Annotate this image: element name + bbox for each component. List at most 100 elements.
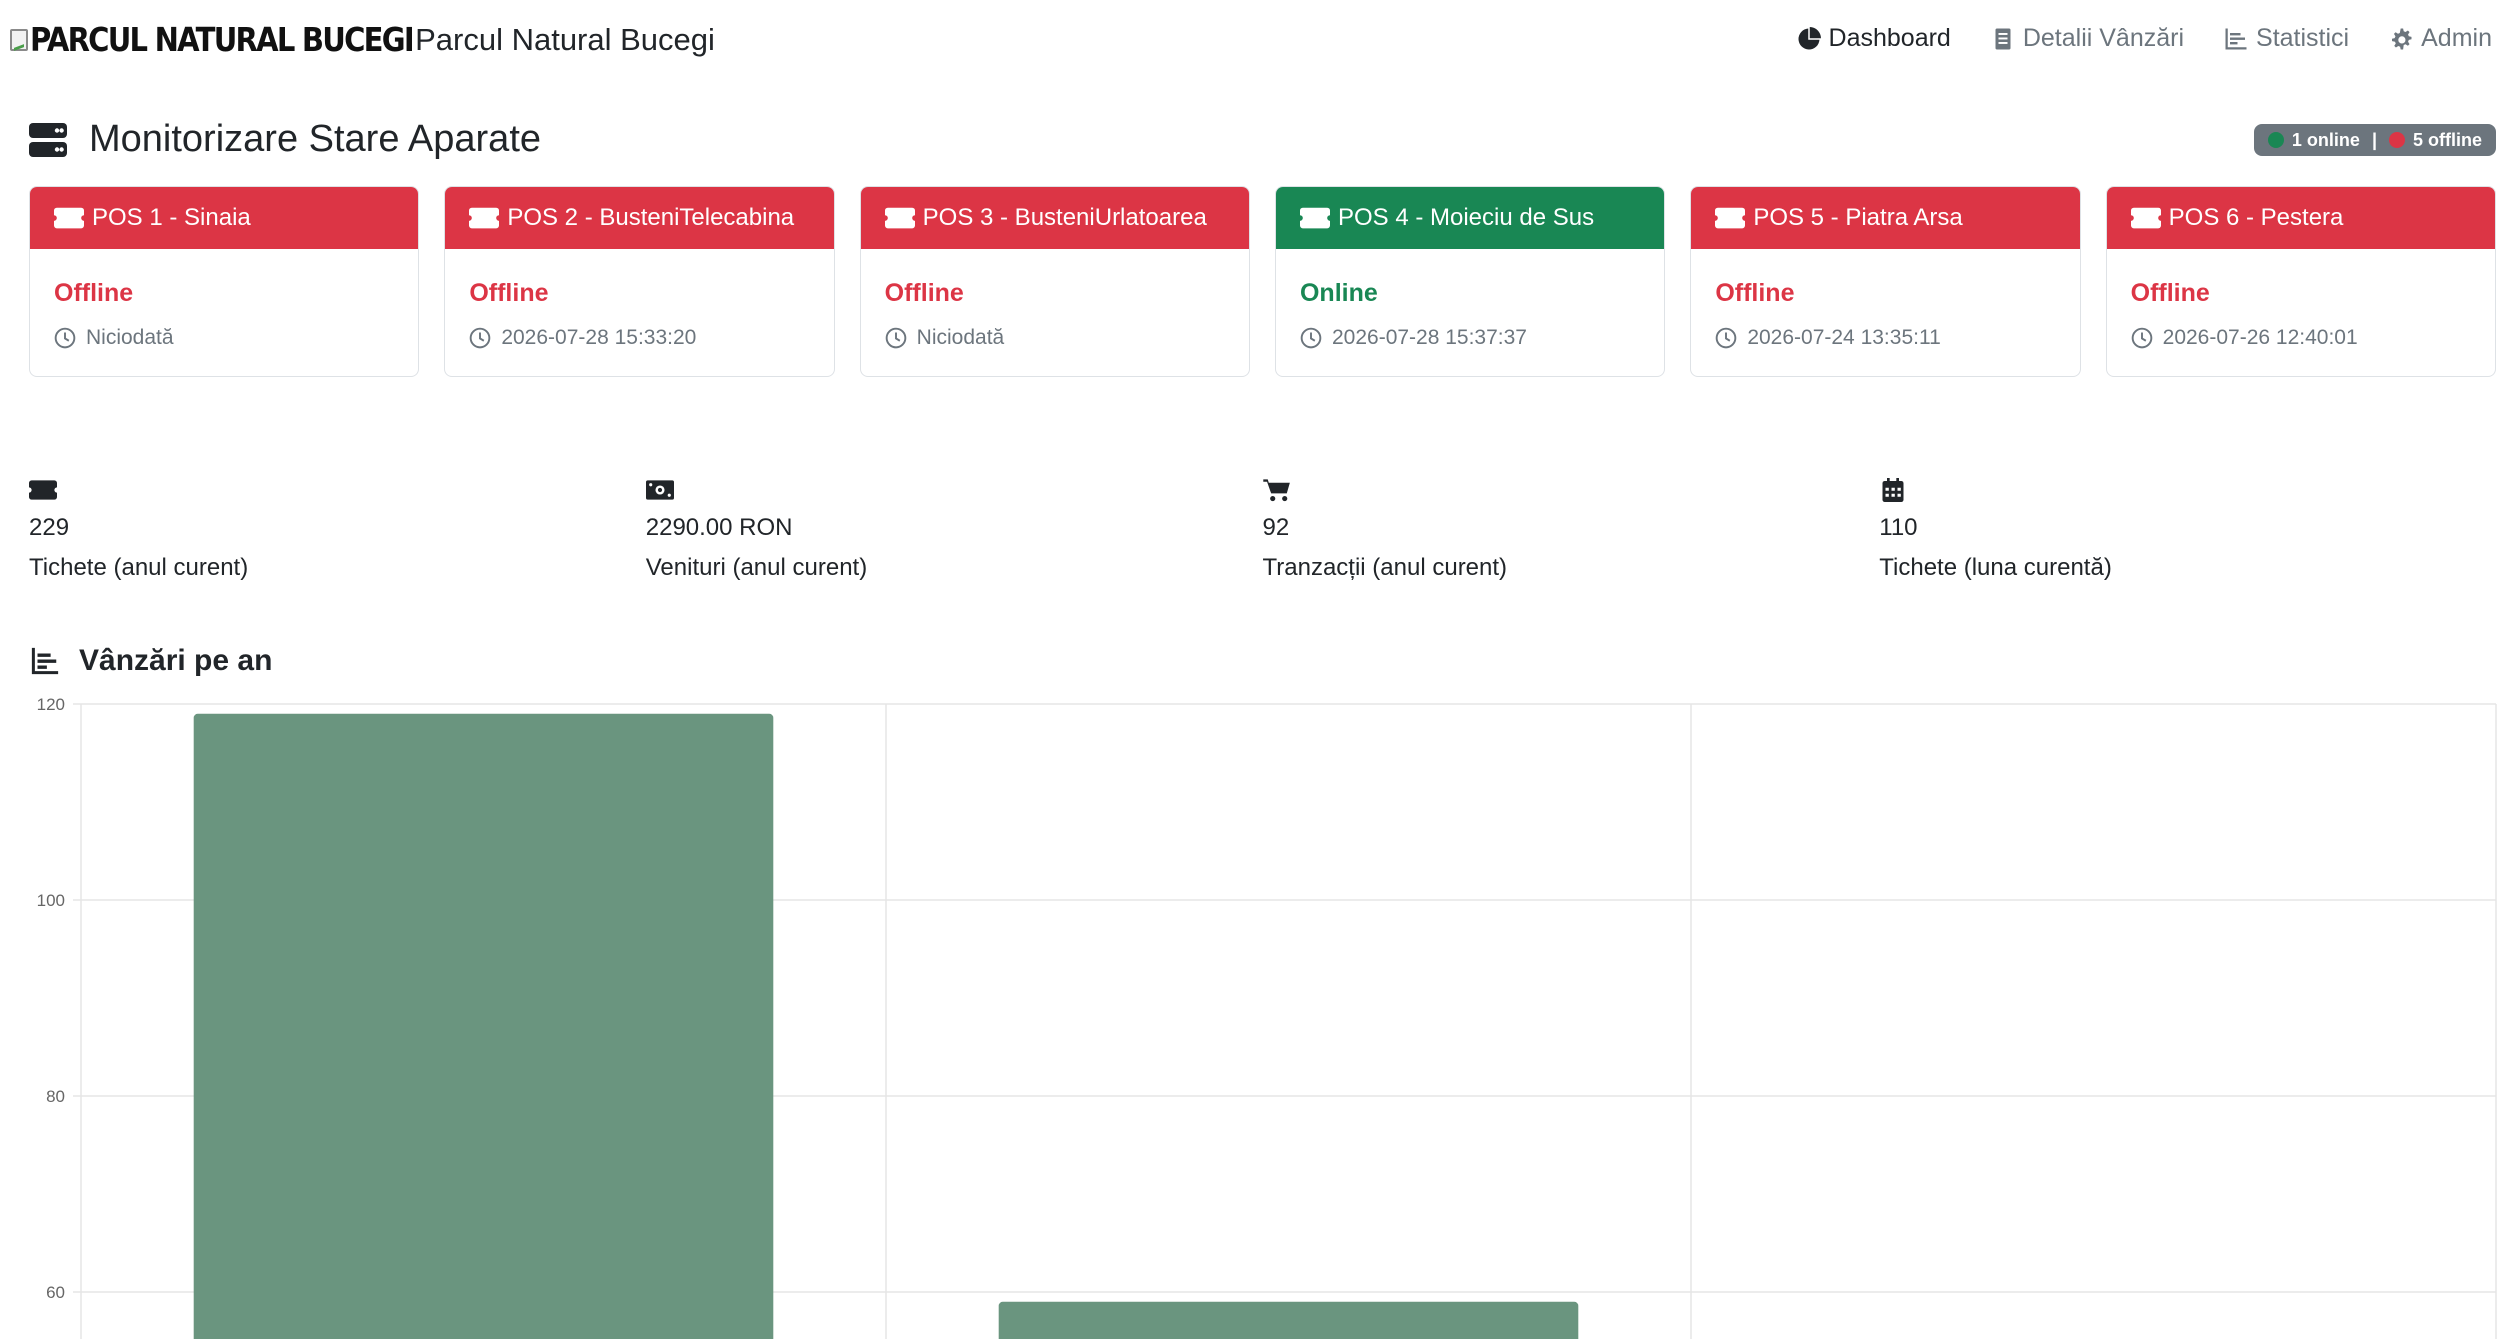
money-icon bbox=[645, 480, 674, 500]
gear-icon bbox=[2392, 28, 2412, 49]
nav-admin[interactable]: Admin bbox=[2389, 24, 2492, 53]
nav-statistici-label: Statistici bbox=[2256, 24, 2350, 52]
bar-chart-icon bbox=[2225, 28, 2247, 49]
pos-name: POS 6 - Pestera bbox=[2168, 204, 2344, 231]
chart-bar bbox=[193, 713, 774, 1339]
nav-admin-label: Admin bbox=[2421, 24, 2492, 52]
online-dot-icon bbox=[2267, 132, 2284, 148]
stat-revenue-year: 2290.00 RON Venituri (anul curent) bbox=[645, 478, 1263, 582]
ticket-icon bbox=[469, 207, 500, 229]
stat-value: 92 bbox=[1262, 514, 1290, 541]
pos-status: Offline bbox=[1715, 279, 1795, 307]
pos-card-header: POS 2 - BusteniTelecabina bbox=[445, 187, 834, 249]
pos-status: Offline bbox=[469, 279, 549, 307]
clock-icon bbox=[54, 327, 76, 349]
stats-row: 229 Tichete (anul curent) 2290.00 RON Ve… bbox=[29, 478, 2496, 582]
pos-name: POS 2 - BusteniTelecabina bbox=[507, 204, 795, 231]
pos-card[interactable]: POS 5 - Piatra Arsa Offline 2026-07-24 1… bbox=[1690, 186, 2081, 377]
ticket-icon bbox=[884, 207, 915, 229]
pos-last-seen: 2026-07-24 13:35:11 bbox=[1715, 326, 2079, 350]
clock-icon bbox=[1300, 327, 1322, 349]
receipt-icon bbox=[1995, 28, 2011, 49]
clock-icon bbox=[2131, 327, 2152, 349]
monitor-header: Monitorizare Stare Aparate bbox=[29, 118, 541, 161]
nav-detalii-vanzari-label: Detalii Vânzări bbox=[2022, 24, 2185, 52]
bar-chart-icon bbox=[31, 647, 59, 675]
pos-name: POS 3 - BusteniUrlatoarea bbox=[922, 204, 1207, 231]
pos-name: POS 1 - Sinaia bbox=[92, 204, 251, 231]
pos-status: Offline bbox=[884, 279, 964, 307]
brand-name[interactable]: Parcul Natural Bucegi bbox=[415, 21, 715, 57]
stat-value: 229 bbox=[29, 514, 70, 541]
pos-card[interactable]: POS 4 - Moieciu de Sus Online 2026-07-28… bbox=[1274, 186, 1666, 377]
stat-label: Tranzacții (anul curent) bbox=[1262, 554, 1508, 581]
pos-last-seen: 2026-07-28 15:37:37 bbox=[1300, 326, 1664, 350]
calendar-icon bbox=[1882, 478, 1904, 502]
pos-card-header: POS 4 - Moieciu de Sus bbox=[1275, 187, 1665, 249]
y-tick-label: 60 bbox=[46, 1283, 65, 1302]
pos-last-seen: 2026-07-28 15:33:20 bbox=[469, 326, 833, 350]
clock-icon bbox=[470, 327, 491, 349]
stat-label: Tichete (luna curentă) bbox=[1879, 554, 2112, 581]
status-summary-badge: 1 online | 5 offline bbox=[2253, 124, 2496, 156]
ticket-icon bbox=[54, 207, 84, 229]
navbar: PARCUL NATURAL BUCEGI Parcul Natural Buc… bbox=[0, 0, 2512, 84]
pos-last-seen: 2026-07-26 12:40:01 bbox=[2131, 326, 2495, 350]
stat-value: 2290.00 RON bbox=[645, 514, 793, 541]
chart-title: Vânzări pe an bbox=[79, 644, 273, 677]
pos-card[interactable]: POS 2 - BusteniTelecabina Offline 2026-0… bbox=[444, 186, 835, 377]
nav-dashboard[interactable]: Dashboard bbox=[1797, 24, 1951, 53]
nav-detalii-vanzari[interactable]: Detalii Vânzări bbox=[1991, 24, 2184, 53]
status-separator: | bbox=[2371, 129, 2377, 150]
pos-card-list: POS 1 - Sinaia Offline Niciodată POS 2 -… bbox=[29, 186, 2496, 377]
y-tick-label: 120 bbox=[37, 695, 65, 714]
brand-logo-alt-text: PARCUL NATURAL BUCEGI bbox=[30, 20, 415, 59]
offline-count: 5 offline bbox=[2412, 129, 2482, 150]
ticket-icon bbox=[1715, 207, 1746, 229]
brand-logo[interactable]: PARCUL NATURAL BUCEGI bbox=[10, 20, 465, 59]
pos-status: Offline bbox=[2130, 279, 2210, 307]
stat-label: Venituri (anul curent) bbox=[645, 554, 868, 581]
pos-card[interactable]: POS 6 - Pestera Offline 2026-07-26 12:40… bbox=[2105, 186, 2496, 377]
pos-status: Offline bbox=[54, 279, 134, 307]
pos-last-seen-text: 2026-07-24 13:35:11 bbox=[1747, 326, 1941, 349]
pos-card-header: POS 3 - BusteniUrlatoarea bbox=[860, 187, 1249, 249]
pos-last-seen-text: 2026-07-28 15:37:37 bbox=[1331, 326, 1527, 349]
pos-name: POS 4 - Moieciu de Sus bbox=[1337, 204, 1595, 231]
stat-value: 110 bbox=[1879, 514, 1918, 541]
pie-chart-icon bbox=[1798, 26, 1821, 50]
online-count: 1 online bbox=[2291, 129, 2360, 150]
pos-last-seen-text: 2026-07-28 15:33:20 bbox=[501, 326, 697, 349]
sales-per-year-chart: 60 80 100 120 bbox=[0, 690, 2512, 1339]
pos-name: POS 5 - Piatra Arsa bbox=[1753, 204, 1963, 231]
chart-bar bbox=[998, 1301, 1579, 1339]
offline-dot-icon bbox=[2388, 132, 2405, 148]
pos-last-seen-text: 2026-07-26 12:40:01 bbox=[2162, 326, 2358, 349]
pos-last-seen: Niciodată bbox=[885, 326, 1249, 350]
ticket-icon bbox=[29, 480, 57, 500]
nav-dashboard-label: Dashboard bbox=[1828, 24, 1951, 52]
pos-last-seen-text: Niciodată bbox=[86, 326, 174, 349]
pos-card[interactable]: POS 3 - BusteniUrlatoarea Offline Niciod… bbox=[859, 186, 1250, 377]
pos-last-seen-text: Niciodată bbox=[916, 326, 1005, 349]
nav-menu: Dashboard Detalii Vânzări Statistici Adm… bbox=[1797, 24, 2492, 53]
pos-card[interactable]: POS 1 - Sinaia Offline Niciodată bbox=[29, 186, 420, 377]
pos-last-seen: Niciodată bbox=[54, 326, 418, 350]
pos-card-header: POS 6 - Pestera bbox=[2106, 187, 2495, 249]
chart-header: Vânzări pe an bbox=[29, 644, 272, 678]
stat-tickets-month: 110 Tichete (luna curentă) bbox=[1879, 478, 2496, 582]
server-icon bbox=[29, 122, 67, 157]
brand[interactable]: PARCUL NATURAL BUCEGI Parcul Natural Buc… bbox=[10, 20, 715, 59]
y-tick-label: 100 bbox=[37, 891, 65, 910]
pos-status: Online bbox=[1299, 279, 1378, 307]
pos-card-header: POS 5 - Piatra Arsa bbox=[1691, 187, 2080, 249]
clock-icon bbox=[1715, 327, 1737, 349]
nav-statistici[interactable]: Statistici bbox=[2224, 24, 2349, 53]
ticket-icon bbox=[1299, 207, 1330, 229]
y-tick-label: 80 bbox=[46, 1087, 65, 1106]
monitor-title: Monitorizare Stare Aparate bbox=[89, 118, 542, 160]
stat-label: Tichete (anul curent) bbox=[29, 554, 249, 581]
stat-tickets-year: 229 Tichete (anul curent) bbox=[29, 478, 646, 582]
chart-canvas: 60 80 100 120 bbox=[37, 695, 2497, 1339]
pos-card-header: POS 1 - Sinaia bbox=[30, 187, 419, 249]
